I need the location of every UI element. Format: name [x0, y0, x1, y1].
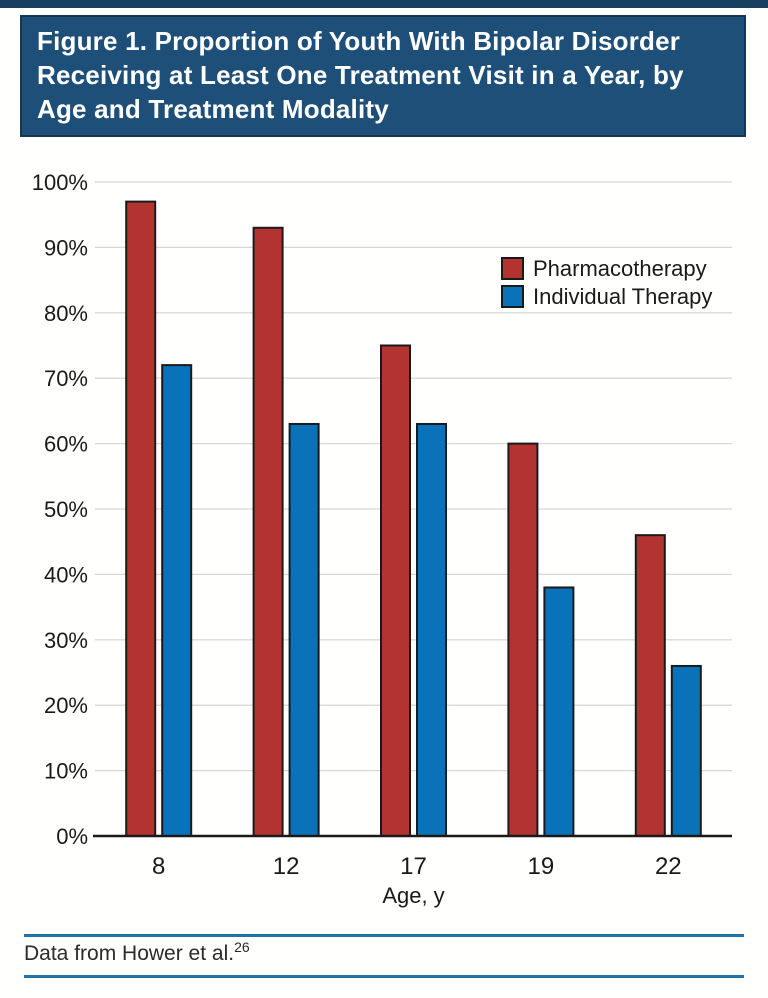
y-tick-label-30: 30%	[44, 628, 88, 653]
x-tick-label-17: 17	[400, 853, 427, 880]
bar-pharmacotherapy-age-19	[507, 442, 539, 837]
x-tick-label-22: 22	[655, 853, 682, 880]
citation-superscript: 26	[234, 939, 250, 955]
x-tick-label-19: 19	[528, 853, 555, 880]
bar-pharmacotherapy-age-12	[252, 226, 284, 837]
y-tick-label-60: 60%	[44, 432, 88, 457]
bar-individual-therapy-age-17	[416, 422, 447, 837]
data-source-text: Data from Hower et al.	[24, 942, 235, 965]
y-tick-label-40: 40%	[44, 562, 88, 587]
y-tick-label-20: 20%	[44, 693, 88, 718]
figure-title: Figure 1. Proportion of Youth With Bipol…	[37, 26, 684, 124]
top-accent-bar	[0, 0, 768, 8]
legend-label-pharmacotherapy: Pharmacotherapy	[533, 256, 707, 281]
bar-individual-therapy-age-8	[161, 364, 193, 837]
legend-swatch-pharmacotherapy	[501, 257, 524, 280]
legend-label-individual-therapy: Individual Therapy	[533, 284, 712, 309]
bar-individual-therapy-age-12	[288, 422, 320, 837]
y-tick-label-10: 10%	[44, 759, 88, 784]
x-tick-label-12: 12	[273, 853, 300, 880]
figure-title-box: Figure 1. Proportion of Youth With Bipol…	[20, 15, 746, 137]
y-tick-label-50: 50%	[44, 497, 88, 522]
y-tick-label-90: 90%	[44, 235, 88, 260]
legend-swatch-individual-therapy	[501, 285, 524, 308]
y-tick-label-80: 80%	[44, 301, 88, 326]
data-source-note: Data from Hower et al.26	[24, 939, 744, 967]
footer-rule-bottom	[24, 975, 744, 978]
bar-pharmacotherapy-age-17	[380, 344, 411, 837]
bar-individual-therapy-age-19	[543, 586, 575, 837]
x-tick-label-8: 8	[152, 853, 165, 880]
bar-pharmacotherapy-age-22	[634, 534, 666, 837]
y-tick-label-100: 100%	[32, 170, 88, 195]
y-tick-label-70: 70%	[44, 366, 88, 391]
footer-rule-top	[24, 934, 744, 937]
x-axis-title: Age, y	[382, 883, 444, 908]
bar-pharmacotherapy-age-8	[125, 200, 157, 837]
bar-individual-therapy-age-22	[670, 664, 702, 838]
y-tick-label-0: 0%	[56, 824, 88, 849]
